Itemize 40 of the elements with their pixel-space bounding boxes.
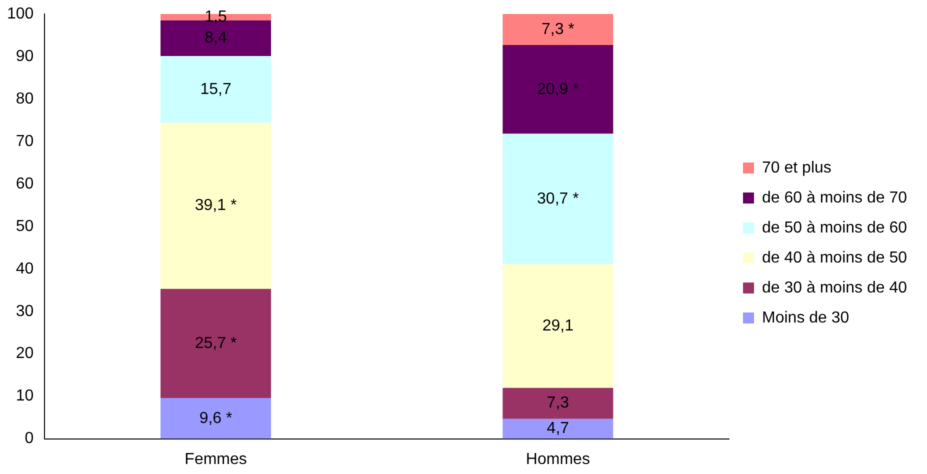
data-label: 9,6 *: [199, 410, 232, 427]
y-tick-label: 40: [16, 260, 34, 278]
x-tick-label: Hommes: [526, 450, 590, 468]
legend-label: 70 et plus: [762, 159, 832, 176]
y-tick-label: 30: [16, 302, 34, 320]
y-tick-label: 50: [16, 218, 34, 235]
y-tick-label: 20: [16, 345, 34, 362]
bar: [160, 122, 272, 289]
legend-label: de 40 à moins de 50: [762, 249, 908, 266]
y-tick-label: 100: [6, 5, 34, 22]
bar: [160, 56, 272, 123]
data-label: 20,9 *: [537, 80, 579, 98]
data-label: 8,4: [204, 30, 227, 47]
legend-label: de 60 à moins de 70: [762, 189, 908, 206]
bar: [160, 288, 272, 398]
x-tick-label: Femmes: [184, 450, 247, 468]
bar: [502, 418, 614, 439]
data-label: 7,3 *: [541, 20, 574, 38]
bar: [502, 264, 614, 388]
bar: [502, 14, 614, 46]
y-tick-label: 90: [16, 48, 34, 65]
legend-label: de 30 à moins de 40: [762, 279, 908, 296]
data-label: 29,1: [542, 317, 574, 334]
bar: [502, 388, 614, 419]
data-label: 4,7: [546, 420, 570, 438]
data-label: 7,3: [546, 394, 570, 412]
legend-label: Moins de 30: [762, 309, 850, 326]
legend-label: de 50 à moins de 60: [762, 219, 908, 236]
bar: [502, 134, 614, 264]
data-label: 39,1 *: [194, 197, 237, 214]
bar: [502, 45, 614, 134]
data-label: 15,7: [200, 80, 232, 98]
y-tick-label: 80: [16, 90, 34, 108]
data-label: 25,7 *: [194, 334, 237, 352]
bar: [160, 398, 272, 439]
y-tick-label: 70: [16, 132, 34, 150]
data-label: 30,7 *: [537, 190, 579, 208]
y-tick-label: 60: [16, 175, 34, 192]
y-tick-label: 0: [24, 430, 34, 448]
y-tick-label: 10: [16, 388, 34, 405]
